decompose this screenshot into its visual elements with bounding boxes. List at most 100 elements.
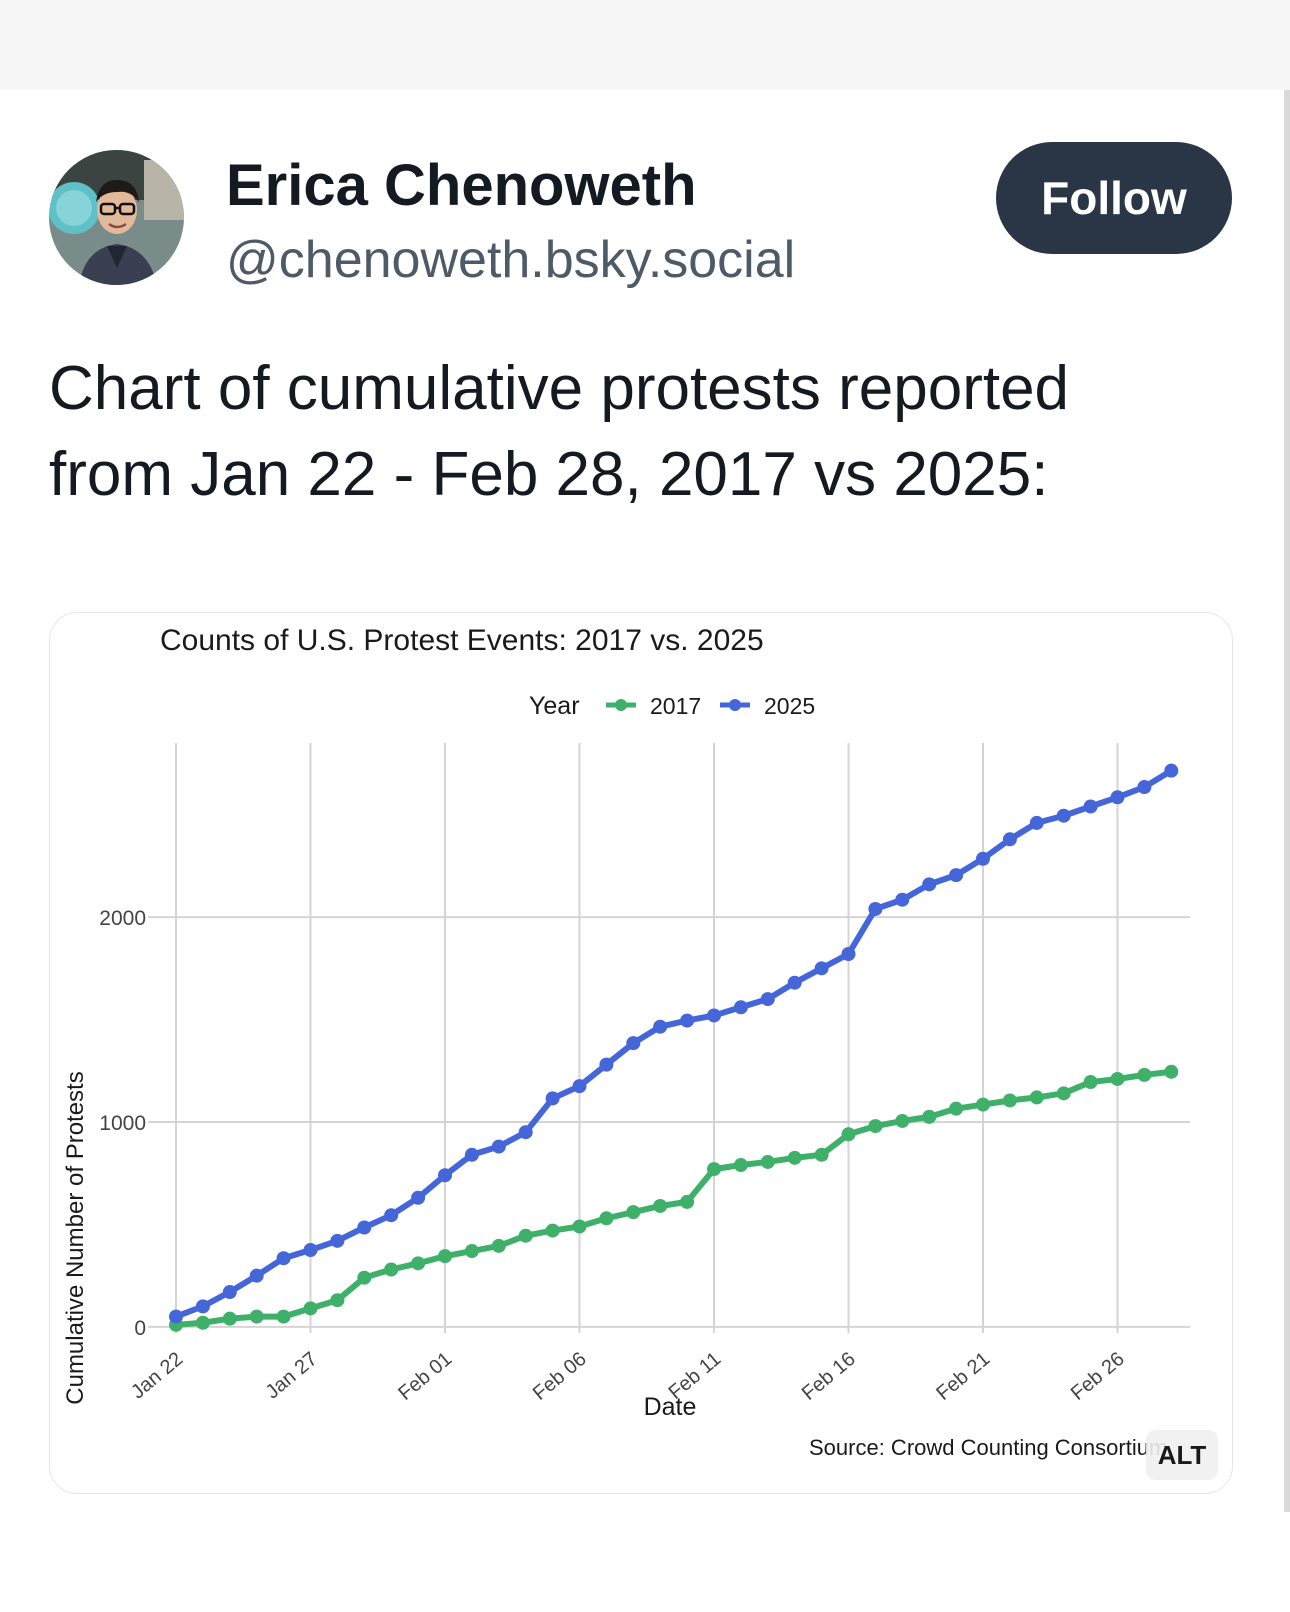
data-point-2025 (384, 1208, 399, 1223)
data-point-2025 (411, 1190, 426, 1205)
x-tick-label: Jan 22 (127, 1348, 187, 1403)
data-point-2017 (1002, 1093, 1017, 1108)
avatar[interactable] (49, 150, 184, 285)
chart-caption: Source: Crowd Counting Consortium (809, 1435, 1167, 1460)
x-tick-label: Feb 01 (394, 1348, 456, 1405)
data-point-2017 (895, 1113, 910, 1128)
data-point-2025 (357, 1220, 372, 1235)
post-text-line: Chart of cumulative protests reported (49, 354, 1070, 423)
data-point-2017 (464, 1244, 479, 1259)
data-point-2017 (626, 1205, 641, 1220)
author-handle[interactable]: @chenoweth.bsky.social (226, 231, 796, 289)
data-point-2025 (841, 947, 856, 962)
post-text-line: from Jan 22 - Feb 28, 2017 vs 2025: (49, 440, 1049, 509)
data-point-2017 (222, 1311, 237, 1326)
data-point-2017 (707, 1162, 721, 1177)
chart-series (169, 763, 1179, 1332)
data-point-2025 (1002, 832, 1017, 847)
data-point-2017 (545, 1223, 560, 1238)
data-point-2017 (195, 1315, 210, 1330)
data-point-2017 (357, 1270, 372, 1285)
data-point-2025 (438, 1168, 452, 1183)
series-line-2025 (174, 768, 1173, 1320)
x-tick-label: Feb 21 (932, 1348, 994, 1405)
chart-title: Counts of U.S. Protest Events: 2017 vs. … (160, 624, 764, 657)
data-point-2017 (949, 1101, 964, 1116)
x-tick-label: Feb 06 (529, 1348, 591, 1405)
data-point-2025 (760, 992, 775, 1007)
data-point-2025 (1137, 780, 1152, 795)
author-display-name[interactable]: Erica Chenoweth (226, 153, 697, 218)
data-point-2017 (868, 1119, 883, 1134)
data-point-2017 (733, 1158, 748, 1173)
data-point-2025 (276, 1251, 291, 1266)
data-point-2025 (814, 961, 829, 976)
data-point-2025 (976, 851, 990, 866)
alt-text-badge[interactable]: ALT (1146, 1430, 1218, 1480)
data-point-2017 (976, 1097, 990, 1112)
data-point-2017 (680, 1194, 695, 1209)
legend-label-2025: 2025 (764, 693, 815, 719)
data-point-2025 (895, 892, 910, 907)
data-point-2025 (1056, 808, 1071, 823)
data-point-2017 (518, 1228, 533, 1243)
data-point-2025 (169, 1309, 183, 1324)
data-point-2025 (1083, 799, 1098, 814)
data-point-2017 (1029, 1090, 1044, 1105)
x-tick-label: Feb 16 (798, 1348, 860, 1405)
x-tick-label: Feb 26 (1067, 1348, 1129, 1405)
post-text: Chart of cumulative protests reported fr… (49, 346, 1259, 518)
data-point-2025 (868, 901, 883, 916)
data-point-2017 (814, 1147, 829, 1162)
data-point-2017 (1110, 1071, 1125, 1086)
data-point-2025 (626, 1036, 641, 1051)
data-point-2017 (411, 1256, 426, 1271)
data-point-2025 (491, 1139, 506, 1154)
x-axis-label: Date (644, 1393, 697, 1421)
data-point-2017 (787, 1150, 802, 1165)
data-point-2025 (707, 1008, 721, 1023)
data-point-2017 (384, 1262, 399, 1277)
data-point-2017 (438, 1249, 452, 1264)
data-point-2017 (491, 1238, 506, 1253)
x-axis-ticks: Jan 22 Jan 27 Feb 01 Feb 06 Feb 11 Feb 16 Feb … (127, 1348, 1129, 1405)
x-tick-label: Jan 27 (262, 1348, 322, 1403)
data-point-2025 (1164, 763, 1179, 778)
person-avatar-icon (49, 150, 184, 285)
data-point-2017 (760, 1154, 775, 1169)
data-point-2017 (1056, 1086, 1071, 1101)
follow-button[interactable]: Follow (996, 142, 1232, 254)
legend-marker-2017 (615, 699, 627, 711)
data-point-2025 (545, 1091, 560, 1106)
data-point-2025 (1029, 815, 1044, 830)
y-tick-label: 2000 (99, 907, 146, 930)
data-point-2017 (276, 1309, 291, 1324)
series-line-2017 (175, 1068, 1172, 1328)
data-point-2025 (949, 868, 964, 883)
data-point-2025 (680, 1013, 695, 1028)
chart-legend: Year 2017 2025 (529, 692, 815, 720)
data-point-2025 (195, 1299, 210, 1314)
data-point-2017 (330, 1293, 345, 1308)
data-point-2017 (572, 1219, 587, 1234)
chart-grid (148, 743, 1190, 1333)
data-point-2017 (841, 1127, 856, 1142)
data-point-2025 (572, 1079, 587, 1094)
data-point-2017 (249, 1309, 264, 1324)
post-image[interactable]: Counts of U.S. Protest Events: 2017 vs. … (49, 612, 1233, 1494)
data-point-2017 (1137, 1067, 1152, 1082)
y-axis-label: Cumulative Number of Protests (62, 1071, 89, 1404)
data-point-2025 (249, 1268, 264, 1283)
y-tick-label: 0 (134, 1317, 146, 1340)
data-point-2017 (1083, 1075, 1098, 1090)
data-point-2025 (922, 877, 937, 892)
legend-marker-2025 (729, 699, 741, 711)
data-point-2025 (599, 1057, 614, 1072)
data-point-2025 (787, 975, 802, 990)
data-point-2025 (733, 1000, 748, 1015)
y-tick-label: 1000 (99, 1112, 146, 1135)
data-point-2017 (303, 1301, 318, 1316)
legend-title: Year (529, 692, 580, 720)
data-point-2025 (518, 1125, 533, 1140)
protest-line-chart: Counts of U.S. Protest Events: 2017 vs. … (62, 624, 1190, 1460)
